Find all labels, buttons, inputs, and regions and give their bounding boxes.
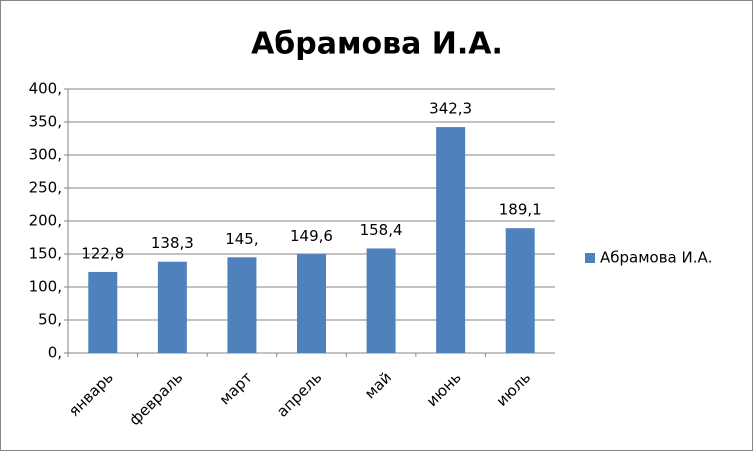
value-label: 149,6	[290, 227, 333, 245]
value-label: 122,8	[81, 244, 124, 262]
bar	[366, 248, 396, 353]
y-tick-label: 100,	[29, 278, 62, 296]
bar	[157, 261, 187, 353]
y-tick-label: 0,	[48, 344, 62, 362]
bar	[505, 228, 535, 353]
y-tick-label: 250,	[29, 179, 62, 197]
value-label: 189,1	[499, 201, 542, 219]
value-label: 158,4	[360, 221, 403, 239]
y-tick-label: 350,	[29, 113, 62, 131]
bar	[436, 127, 466, 353]
value-label: 145,	[225, 230, 258, 248]
y-tick-label: 150,	[29, 245, 62, 263]
value-label: 138,3	[151, 234, 194, 252]
y-tick-label: 300,	[29, 146, 62, 164]
chart-title: Абрамова И.А.	[251, 27, 503, 62]
bar	[227, 257, 257, 353]
y-tick-label: 400,	[29, 80, 62, 98]
legend-swatch	[585, 253, 595, 263]
bar	[88, 271, 118, 353]
y-tick-label: 50,	[38, 311, 62, 329]
value-label: 342,3	[429, 100, 472, 118]
legend-label: Абрамова И.А.	[600, 249, 713, 267]
y-tick-label: 200,	[29, 212, 62, 230]
bar	[297, 254, 326, 353]
